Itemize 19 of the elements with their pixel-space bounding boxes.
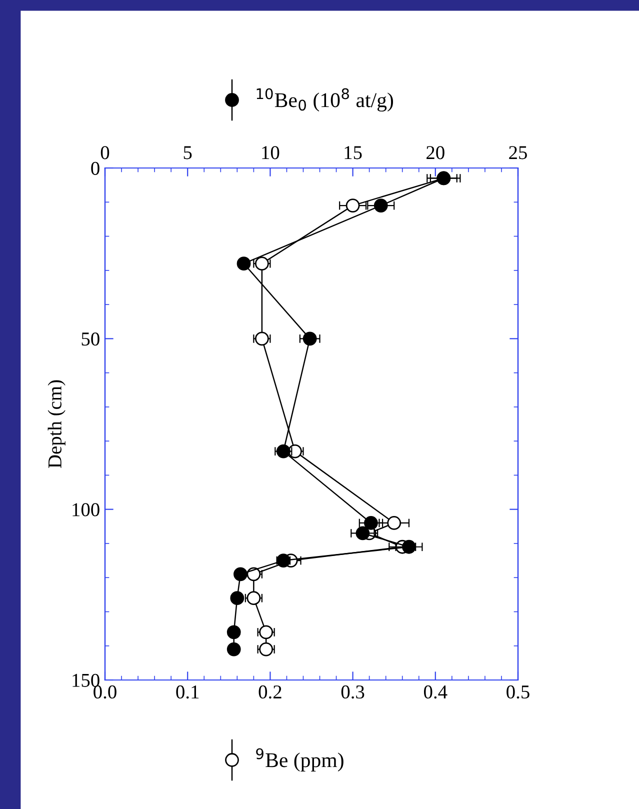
y-tick-label: 100 bbox=[72, 503, 100, 516]
y-tick-label: 150 bbox=[72, 674, 100, 687]
x2-tick-label: 25 bbox=[509, 146, 527, 160]
x-axis-title: $^{9}$Be (ppm) bbox=[256, 748, 344, 772]
x-tick-label: 0.3 bbox=[341, 685, 364, 699]
x2-tick-label: 20 bbox=[426, 146, 444, 160]
y-axis-title: Depth (cm) bbox=[48, 380, 66, 468]
y-tick-label: 50 bbox=[82, 332, 100, 346]
x2-axis-title: $^{10}$Be$_{0}$ (10$^{8}$ at/g) bbox=[256, 88, 394, 112]
x2-tick-label: 0 bbox=[100, 146, 110, 160]
x2-tick-label: 15 bbox=[344, 146, 362, 160]
x-tick-label: 0.2 bbox=[258, 685, 282, 699]
y-tick-label: 0 bbox=[91, 162, 100, 175]
x2-tick-label: 5 bbox=[184, 146, 192, 160]
x2-tick-label: 10 bbox=[262, 146, 280, 160]
x-tick-label: 0.5 bbox=[506, 685, 530, 699]
x-tick-label: 0.4 bbox=[424, 685, 448, 699]
x-tick-label: 0.0 bbox=[94, 685, 116, 699]
x-tick-label: 0.1 bbox=[176, 685, 199, 699]
